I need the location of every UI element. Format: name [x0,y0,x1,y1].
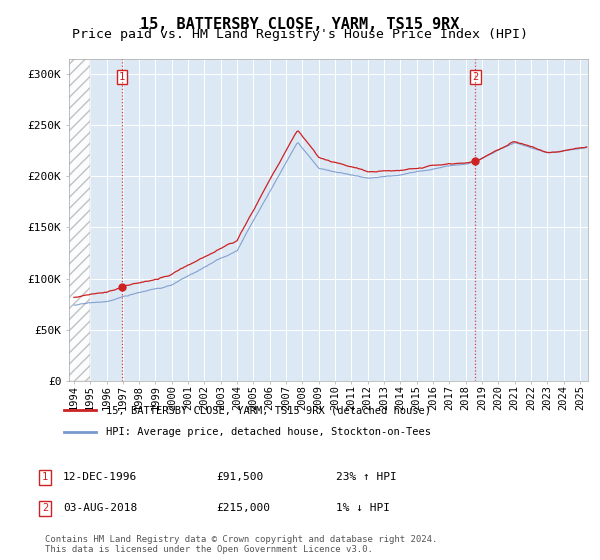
Text: 1% ↓ HPI: 1% ↓ HPI [336,503,390,514]
Text: 2: 2 [472,72,479,82]
Text: 1: 1 [42,472,48,482]
Text: 1: 1 [119,72,125,82]
Text: 23% ↑ HPI: 23% ↑ HPI [336,472,397,482]
Text: HPI: Average price, detached house, Stockton-on-Tees: HPI: Average price, detached house, Stoc… [106,427,431,437]
Text: Contains HM Land Registry data © Crown copyright and database right 2024.
This d: Contains HM Land Registry data © Crown c… [45,535,437,554]
Text: £91,500: £91,500 [216,472,263,482]
Text: 03-AUG-2018: 03-AUG-2018 [63,503,137,514]
Text: 15, BATTERSBY CLOSE, YARM, TS15 9RX: 15, BATTERSBY CLOSE, YARM, TS15 9RX [140,17,460,32]
Text: £215,000: £215,000 [216,503,270,514]
Bar [69,59,90,381]
Text: 15, BATTERSBY CLOSE, YARM, TS15 9RX (detached house): 15, BATTERSBY CLOSE, YARM, TS15 9RX (det… [106,405,431,416]
Text: 12-DEC-1996: 12-DEC-1996 [63,472,137,482]
Text: Price paid vs. HM Land Registry's House Price Index (HPI): Price paid vs. HM Land Registry's House … [72,28,528,41]
Text: 2: 2 [42,503,48,514]
